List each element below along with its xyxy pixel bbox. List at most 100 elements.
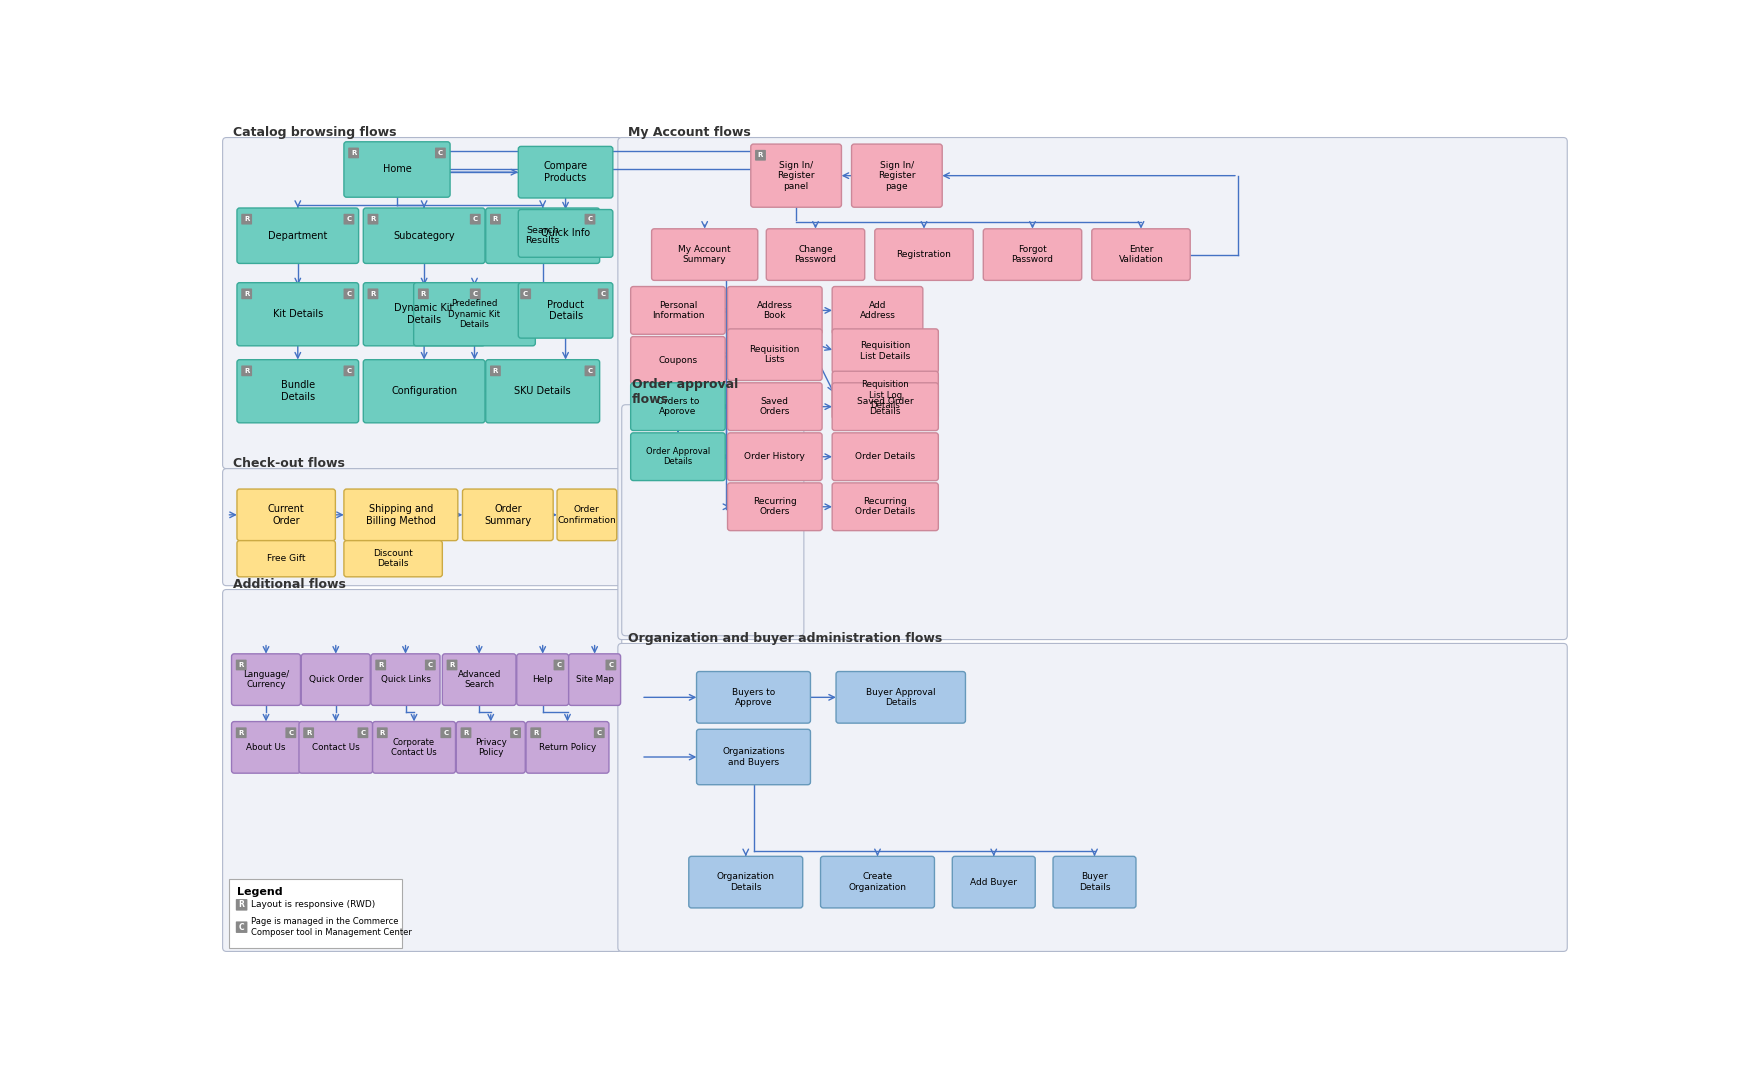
Text: Quick Links: Quick Links	[380, 675, 430, 684]
Text: Enter
Validation: Enter Validation	[1118, 245, 1164, 264]
Text: Kit Details: Kit Details	[273, 309, 324, 319]
FancyBboxPatch shape	[696, 672, 810, 723]
FancyBboxPatch shape	[222, 590, 621, 951]
Text: Discount
Details: Discount Details	[373, 549, 413, 568]
Text: Current
Order: Current Order	[268, 504, 304, 526]
Text: R: R	[378, 662, 383, 668]
FancyBboxPatch shape	[630, 287, 724, 334]
Text: Help: Help	[532, 675, 553, 684]
FancyBboxPatch shape	[621, 405, 803, 636]
Text: Registration: Registration	[896, 250, 952, 259]
FancyBboxPatch shape	[852, 144, 942, 208]
FancyBboxPatch shape	[490, 214, 500, 225]
Text: Shipping and
Billing Method: Shipping and Billing Method	[366, 504, 436, 526]
Text: C: C	[597, 729, 602, 736]
FancyBboxPatch shape	[231, 722, 301, 774]
Text: Recurring
Orders: Recurring Orders	[752, 497, 796, 516]
FancyBboxPatch shape	[418, 289, 429, 300]
Text: Layout is responsive (RWD): Layout is responsive (RWD)	[250, 900, 374, 909]
FancyBboxPatch shape	[487, 208, 600, 263]
Text: Forgot
Password: Forgot Password	[1011, 245, 1054, 264]
FancyBboxPatch shape	[490, 366, 500, 377]
FancyBboxPatch shape	[1092, 228, 1190, 280]
FancyBboxPatch shape	[833, 287, 922, 334]
Text: SKU Details: SKU Details	[514, 386, 570, 396]
FancyBboxPatch shape	[584, 214, 595, 225]
FancyBboxPatch shape	[345, 142, 450, 197]
FancyBboxPatch shape	[364, 208, 485, 263]
FancyBboxPatch shape	[236, 899, 247, 911]
Text: C: C	[360, 729, 366, 736]
Text: Buyers to
Approve: Buyers to Approve	[732, 688, 775, 707]
FancyBboxPatch shape	[518, 282, 612, 338]
FancyBboxPatch shape	[696, 729, 810, 784]
FancyBboxPatch shape	[751, 144, 842, 208]
FancyBboxPatch shape	[303, 727, 313, 738]
FancyBboxPatch shape	[345, 541, 443, 577]
FancyBboxPatch shape	[606, 660, 616, 671]
FancyBboxPatch shape	[374, 660, 387, 671]
FancyBboxPatch shape	[984, 228, 1082, 280]
FancyBboxPatch shape	[598, 289, 609, 300]
Text: Catalog browsing flows: Catalog browsing flows	[233, 127, 396, 140]
Text: C: C	[600, 291, 605, 296]
FancyBboxPatch shape	[728, 483, 822, 530]
FancyBboxPatch shape	[1054, 856, 1136, 908]
FancyBboxPatch shape	[460, 727, 471, 738]
FancyBboxPatch shape	[242, 289, 252, 300]
FancyBboxPatch shape	[222, 469, 621, 585]
Text: C: C	[556, 662, 562, 668]
Text: R: R	[493, 216, 499, 222]
FancyBboxPatch shape	[518, 146, 612, 198]
Text: Personal
Information: Personal Information	[651, 301, 704, 320]
Text: R: R	[420, 291, 425, 296]
Text: Bundle
Details: Bundle Details	[280, 381, 315, 403]
Text: C: C	[588, 216, 593, 222]
FancyBboxPatch shape	[441, 727, 452, 738]
Text: R: R	[371, 216, 376, 222]
Text: Requisition
List Log
Details: Requisition List Log Details	[861, 380, 910, 410]
FancyBboxPatch shape	[231, 654, 301, 705]
FancyBboxPatch shape	[299, 722, 373, 774]
FancyBboxPatch shape	[446, 660, 457, 671]
Text: About Us: About Us	[247, 743, 285, 752]
Text: Organization
Details: Organization Details	[718, 872, 775, 892]
Text: Saved
Orders: Saved Orders	[760, 397, 789, 417]
FancyBboxPatch shape	[766, 228, 864, 280]
Text: Order approval
flows: Order approval flows	[632, 379, 738, 406]
Text: My Account
Summary: My Account Summary	[679, 245, 732, 264]
Text: Address
Book: Address Book	[758, 301, 793, 320]
FancyBboxPatch shape	[376, 727, 388, 738]
FancyBboxPatch shape	[236, 541, 336, 577]
Text: Return Policy: Return Policy	[539, 743, 597, 752]
FancyBboxPatch shape	[236, 660, 247, 671]
Text: Buyer Approval
Details: Buyer Approval Details	[866, 688, 936, 707]
Text: R: R	[493, 368, 499, 374]
Text: Language/
Currency: Language/ Currency	[243, 670, 289, 689]
Text: C: C	[427, 662, 432, 668]
FancyBboxPatch shape	[236, 282, 359, 346]
FancyBboxPatch shape	[530, 727, 541, 738]
Text: Additional flows: Additional flows	[233, 578, 345, 591]
FancyBboxPatch shape	[728, 383, 822, 431]
FancyBboxPatch shape	[348, 147, 359, 158]
FancyBboxPatch shape	[833, 371, 938, 419]
FancyBboxPatch shape	[651, 228, 758, 280]
Text: Recurring
Order Details: Recurring Order Details	[856, 497, 915, 516]
Text: Corporate
Contact Us: Corporate Contact Us	[392, 738, 438, 757]
Text: Organization and buyer administration flows: Organization and buyer administration fl…	[628, 632, 942, 645]
FancyBboxPatch shape	[469, 289, 481, 300]
FancyBboxPatch shape	[520, 289, 530, 300]
FancyBboxPatch shape	[630, 433, 724, 480]
Text: Create
Organization: Create Organization	[849, 872, 906, 892]
Text: Home: Home	[383, 164, 411, 174]
Text: Check-out flows: Check-out flows	[233, 458, 345, 471]
FancyBboxPatch shape	[728, 329, 822, 381]
Text: Dynamic Kit
Details: Dynamic Kit Details	[394, 303, 453, 325]
Text: R: R	[352, 150, 357, 156]
Text: Contact Us: Contact Us	[312, 743, 360, 752]
FancyBboxPatch shape	[425, 660, 436, 671]
FancyBboxPatch shape	[457, 722, 525, 774]
Text: Advanced
Search: Advanced Search	[457, 670, 500, 689]
Text: Product
Details: Product Details	[548, 300, 584, 321]
